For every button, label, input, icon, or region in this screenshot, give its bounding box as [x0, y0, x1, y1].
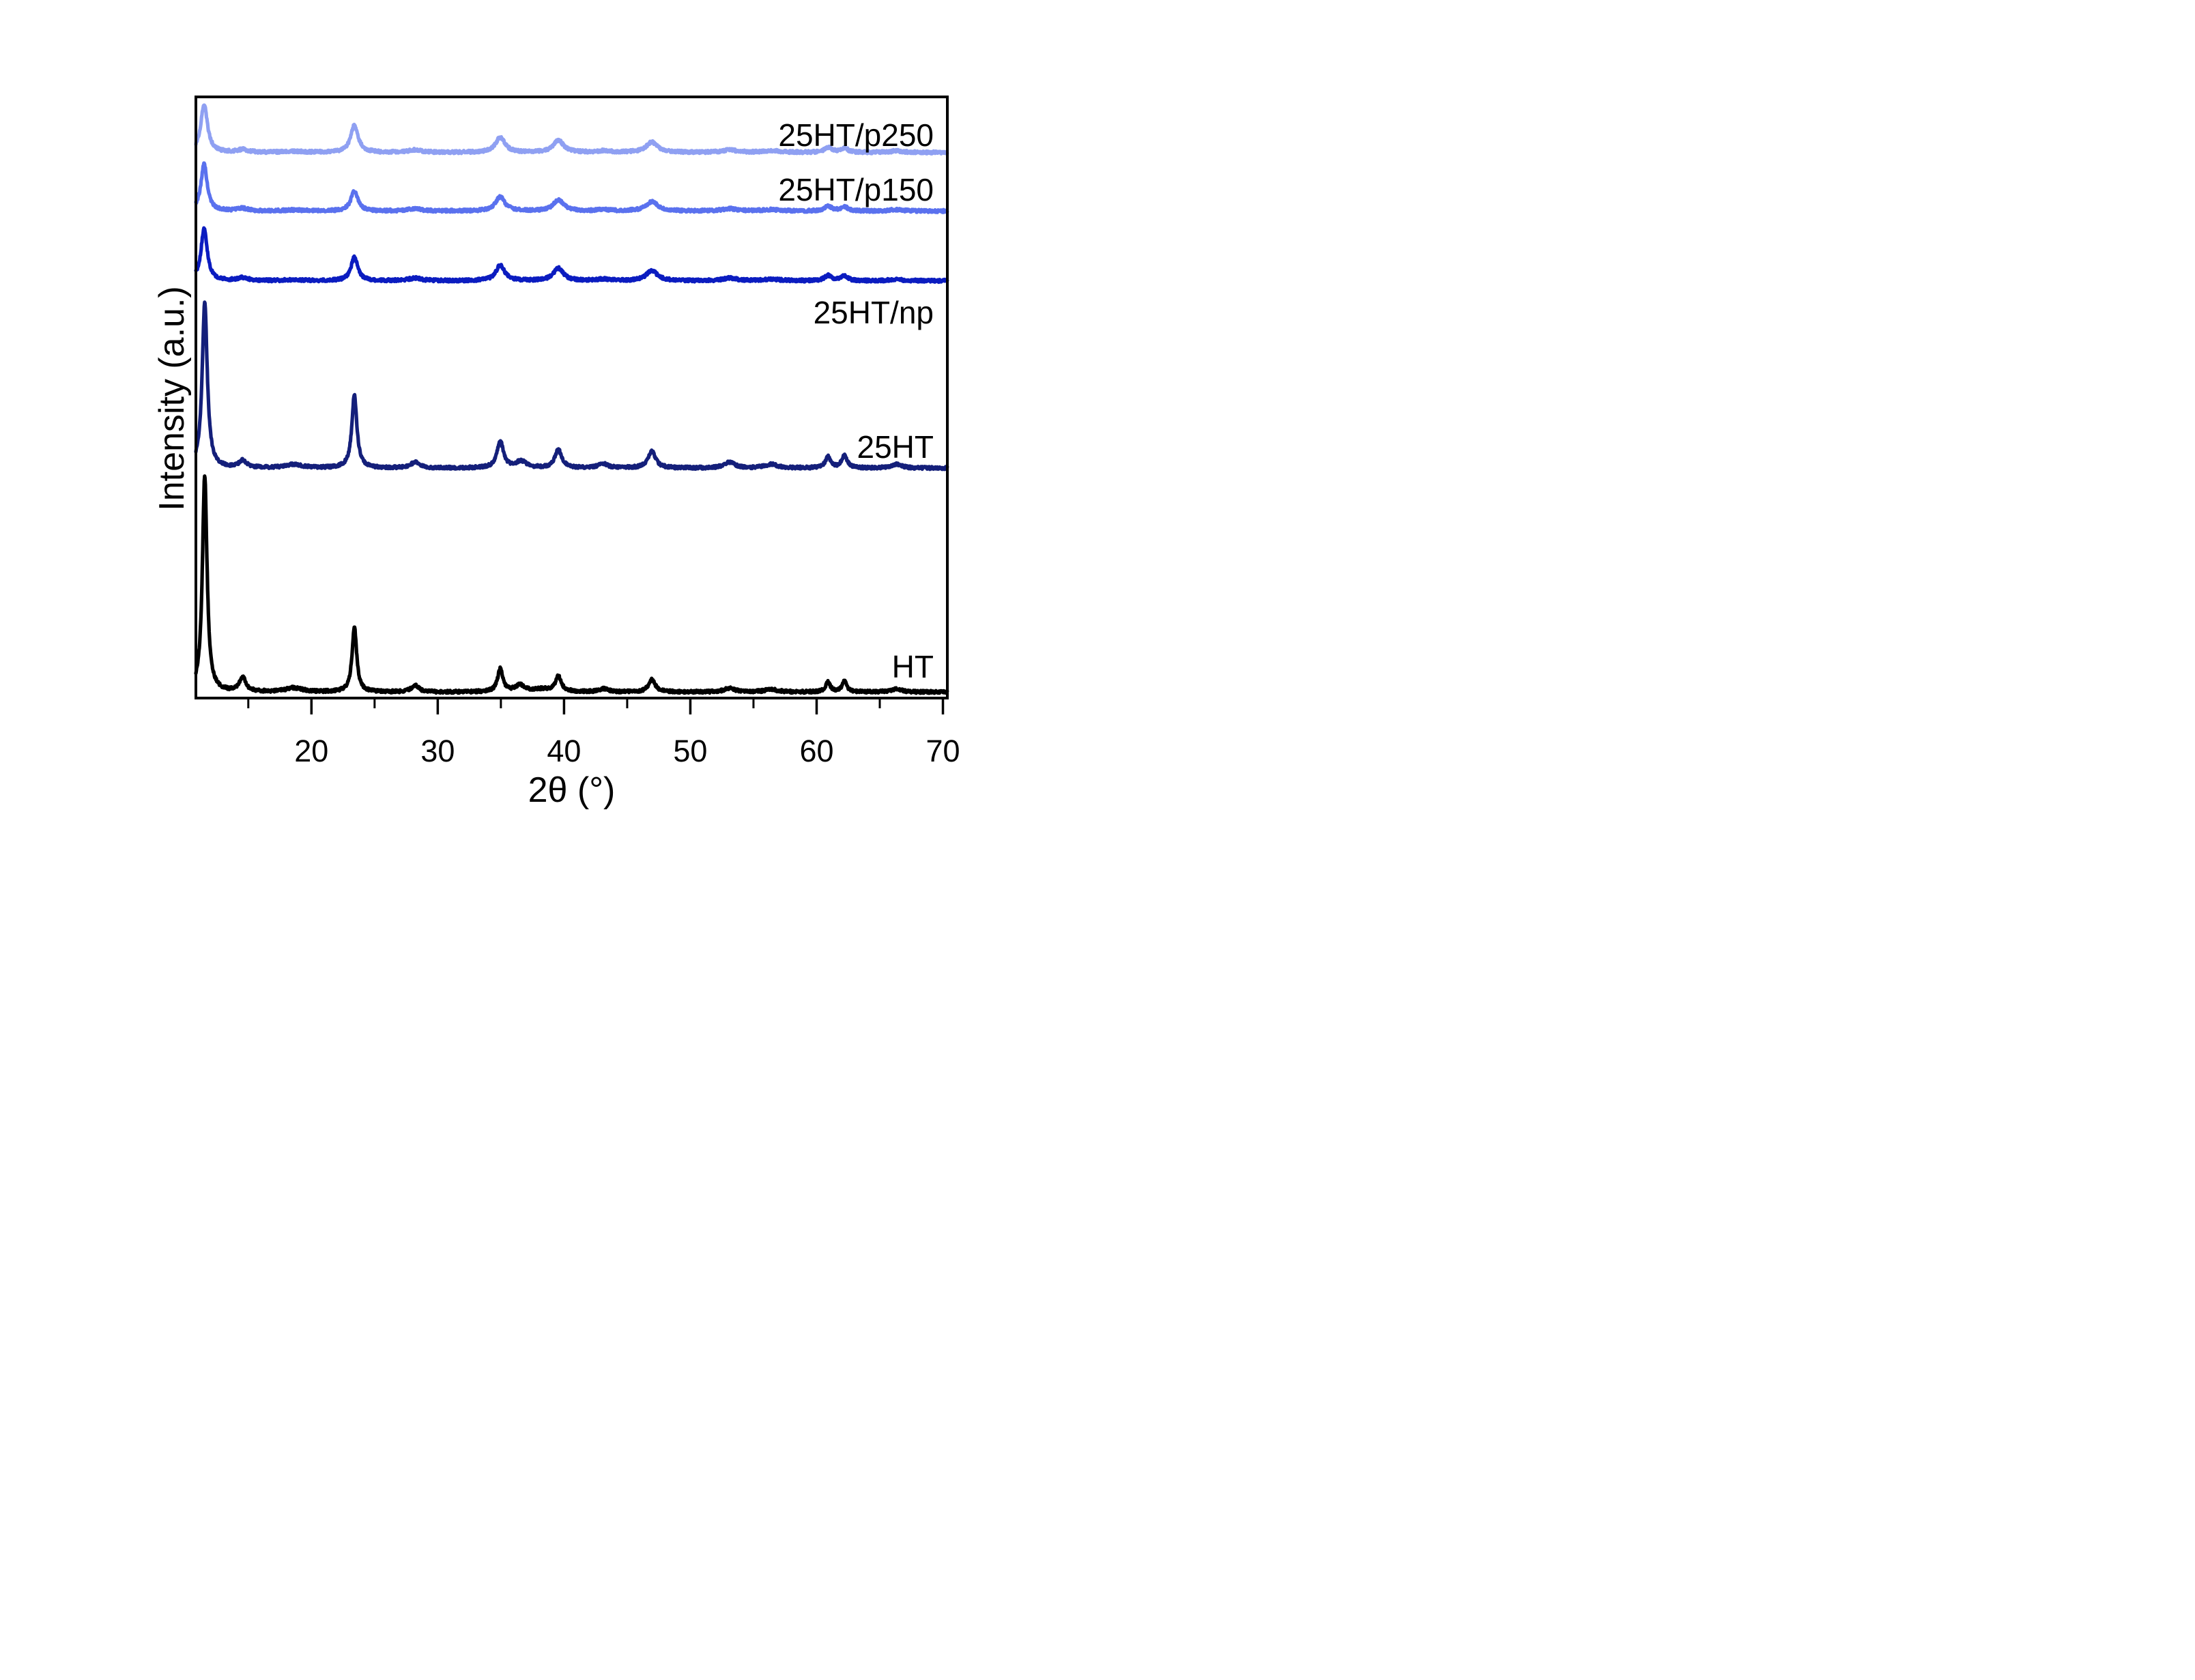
x-tick-label: 40	[547, 734, 581, 768]
y-axis-title: Intensity (a.u.)	[152, 286, 192, 511]
x-tick-label: 30	[420, 734, 455, 768]
xrd-trace-25ht-np	[194, 226, 949, 285]
xrd-trace-25ht-p250	[194, 103, 949, 156]
plot-border	[195, 96, 949, 699]
x-tick-label: 60	[799, 734, 833, 768]
series-label-25ht-p250: 25HT/p250	[778, 117, 934, 153]
series-label-ht: HT	[891, 649, 934, 684]
x-tick-label: 50	[673, 734, 707, 768]
xrd-trace-25ht	[194, 300, 949, 472]
xrd-trace-ht	[194, 474, 949, 695]
x-tick-label: 70	[926, 734, 960, 768]
series-label-25ht-p150: 25HT/p150	[778, 172, 934, 207]
xrd-figure: 20 30 40 50 60 70 2θ (°) Intensity (a.u.) 25H…	[0, 0, 1098, 840]
x-tick-label: 20	[294, 734, 328, 768]
series-label-25ht: 25HT	[857, 429, 934, 465]
x-axis-title: 2θ (°)	[528, 770, 616, 810]
xrd-trace-25ht-p150	[194, 161, 949, 214]
series-label-25ht-np: 25HT/np	[813, 295, 934, 330]
plot-area: 20 30 40 50 60 70	[194, 96, 960, 768]
